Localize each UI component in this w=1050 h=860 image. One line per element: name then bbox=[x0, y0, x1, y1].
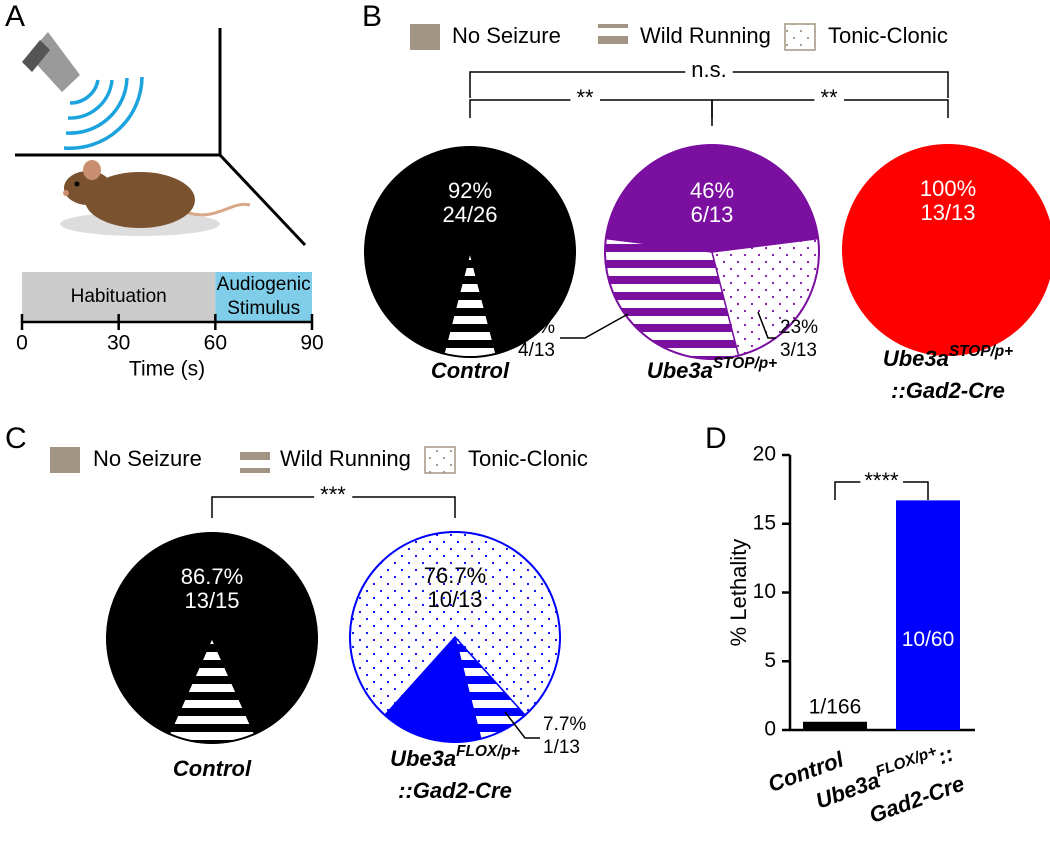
slice-count: 10/13 bbox=[427, 587, 482, 612]
y-tick-label: 5 bbox=[764, 649, 776, 672]
slice-percent: 76.7% bbox=[424, 563, 486, 588]
legend-swatch bbox=[410, 24, 440, 50]
label-tail: :: bbox=[934, 741, 956, 770]
bar-count: 10/60 bbox=[902, 628, 955, 651]
group-label: Control bbox=[173, 756, 252, 781]
label-bg bbox=[314, 481, 353, 507]
label-bg bbox=[685, 56, 733, 82]
group-label: Ube3aFLOX/p+ bbox=[390, 743, 520, 771]
slice-count: 6/13 bbox=[691, 202, 734, 227]
x-tick-label: 60 bbox=[204, 332, 227, 355]
significance-label: *** bbox=[320, 482, 346, 507]
pie-outline bbox=[842, 144, 1050, 356]
y-tick-label: 20 bbox=[753, 443, 776, 466]
slice-count: 1/13 bbox=[543, 737, 580, 758]
slice-percent: 23% bbox=[780, 317, 818, 338]
bar-count: 1/166 bbox=[809, 695, 862, 718]
group-label: Control bbox=[431, 358, 510, 383]
slice-count: 24/26 bbox=[442, 202, 497, 227]
group-label-line2: ::Gad2-Cre bbox=[398, 778, 512, 803]
leader-line bbox=[504, 711, 540, 739]
slice-percent: 46% bbox=[690, 178, 734, 203]
mouse bbox=[60, 160, 251, 236]
label-bg bbox=[570, 84, 600, 110]
significance-label: n.s. bbox=[691, 57, 726, 82]
slice-count: 13/15 bbox=[184, 588, 239, 613]
panel-label: C bbox=[5, 422, 27, 455]
significance-label: **** bbox=[864, 468, 899, 493]
label-bg bbox=[814, 84, 844, 110]
y-axis-label: % Lethality bbox=[726, 539, 751, 647]
arena bbox=[15, 28, 307, 247]
panel-label: B bbox=[362, 0, 382, 33]
slice-count: 13/13 bbox=[920, 200, 975, 225]
pie-outline bbox=[349, 531, 561, 743]
slice-percent: 100% bbox=[920, 176, 976, 201]
label-text: Ube3a bbox=[883, 346, 949, 371]
legend-swatch bbox=[598, 24, 628, 50]
leader-line bbox=[560, 313, 629, 339]
label-sup: FLOX/p+ bbox=[456, 743, 520, 760]
legend-label: Wild Running bbox=[640, 23, 771, 48]
legend-swatch bbox=[424, 446, 456, 474]
y-tick-label: 10 bbox=[753, 580, 776, 603]
pie-outline bbox=[364, 146, 576, 358]
pie-outline bbox=[604, 144, 820, 360]
label-text: Ube3a bbox=[390, 746, 456, 771]
legend-label: Tonic-Clonic bbox=[468, 446, 588, 471]
x-tick-label: 90 bbox=[300, 332, 323, 355]
group-label: Ube3aSTOP/p+ bbox=[883, 343, 1013, 371]
legend-label: Tonic-Clonic bbox=[828, 23, 948, 48]
phase bbox=[215, 272, 312, 322]
significance-label: ** bbox=[820, 85, 838, 110]
slice-count: 4/13 bbox=[518, 340, 555, 361]
bar bbox=[896, 500, 960, 730]
phase bbox=[22, 272, 216, 322]
phase-label: Stimulus bbox=[227, 298, 300, 319]
x-tick-label: 30 bbox=[107, 332, 130, 355]
legend-label: No Seizure bbox=[452, 23, 561, 48]
pie-outline bbox=[106, 532, 318, 744]
legend-swatch bbox=[240, 447, 270, 473]
group-label: Ube3aSTOP/p+ bbox=[647, 355, 777, 383]
content: A B C D Habituation Audiogenic Stimulus 0 30 60 90… bbox=[5, 0, 1050, 828]
y-tick-label: 15 bbox=[753, 511, 776, 534]
slice-percent: 86.7% bbox=[181, 564, 243, 589]
label-bg bbox=[860, 467, 904, 493]
leader-line bbox=[757, 311, 776, 339]
slice-percent: 7.7% bbox=[543, 714, 586, 735]
slice-percent: 92% bbox=[448, 178, 492, 203]
phase-label: Habituation bbox=[71, 286, 167, 307]
y-tick-label: 0 bbox=[764, 718, 776, 741]
speaker bbox=[22, 32, 144, 150]
label-sup: STOP/p+ bbox=[949, 343, 1013, 360]
x-axis-label: Time (s) bbox=[129, 358, 205, 381]
slice-count: 3/13 bbox=[780, 340, 817, 361]
bar bbox=[803, 721, 867, 730]
label-sup: FLOX/p+ bbox=[873, 742, 939, 780]
slice-percent: 31% bbox=[517, 317, 555, 338]
phase-label: Audiogenic bbox=[217, 274, 311, 295]
panel-label: A bbox=[5, 0, 25, 33]
legend-swatch bbox=[50, 447, 80, 473]
x-tick-label: 0 bbox=[16, 332, 28, 355]
group-label-line2: ::Gad2-Cre bbox=[891, 378, 1005, 403]
significance-label: ** bbox=[576, 85, 594, 110]
legend-swatch bbox=[784, 23, 816, 51]
legend-label: No Seizure bbox=[93, 446, 202, 471]
panel-label: D bbox=[705, 422, 727, 455]
label-text: Ube3a bbox=[647, 358, 713, 383]
legend-label: Wild Running bbox=[280, 446, 411, 471]
label-sup: STOP/p+ bbox=[713, 355, 777, 372]
